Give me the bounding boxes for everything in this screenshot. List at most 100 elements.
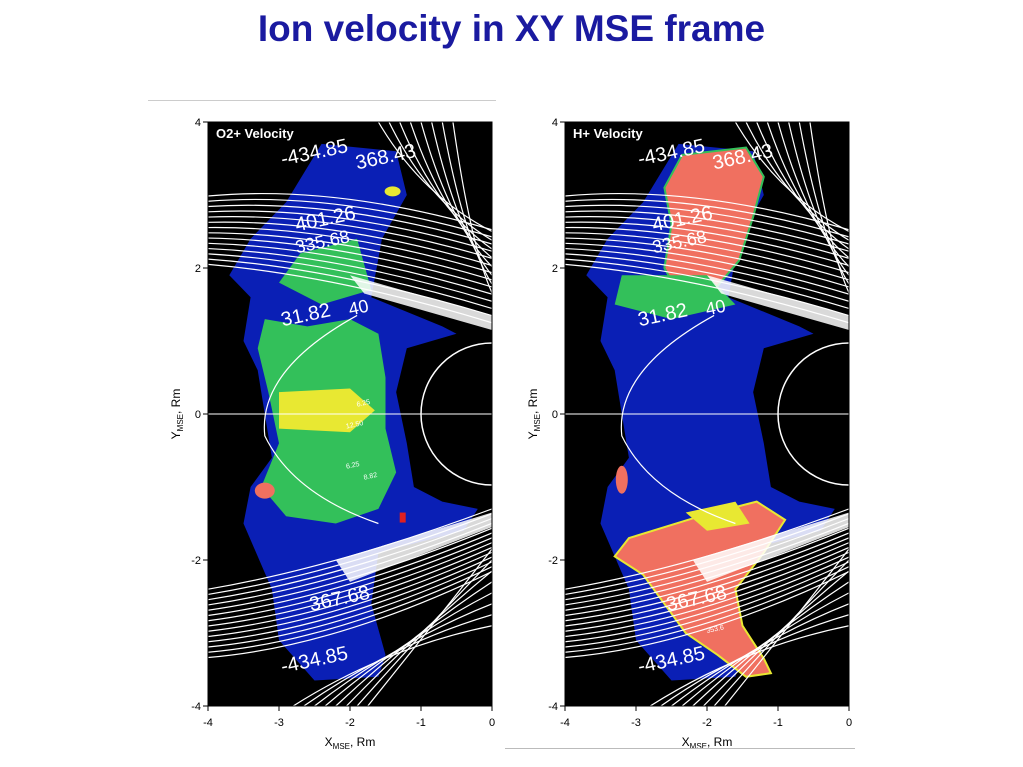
field-line (777, 122, 849, 267)
current-sheet-upper (707, 275, 849, 331)
x-axis-label: XMSE, Rm (325, 735, 376, 751)
x-axis-label-sub: MSE (333, 742, 350, 751)
x-tick-label: 0 (846, 717, 852, 729)
field-line (565, 221, 849, 267)
field-line (208, 258, 492, 317)
o2-velocity-svg: O2+ Velocity-434.85 368.43401.26335.6831.… (169, 117, 495, 751)
panel-label: H+ Velocity (573, 126, 643, 141)
current-sheet-lower (335, 512, 492, 582)
velocity-hot-spot (615, 465, 628, 494)
panel-label: O2+ Velocity (216, 126, 294, 141)
y-tick-label: -2 (191, 555, 201, 567)
x-axis-label-main: X (682, 735, 690, 749)
field-line (565, 216, 849, 259)
y-axis-label: YMSE, Rm (526, 389, 542, 440)
field-line (565, 258, 849, 317)
x-tick-label: -2 (345, 717, 355, 729)
boundary-curve (263, 314, 379, 525)
x-axis-label-unit: , Rm (707, 735, 732, 749)
velocity-hot-spot (254, 482, 275, 499)
field-line (208, 537, 492, 622)
field-line (565, 561, 849, 648)
x-axis-label-unit: , Rm (350, 735, 375, 749)
field-line (565, 532, 849, 617)
plot-content (565, 122, 849, 706)
field-line (441, 122, 492, 285)
current-sheet-lower (692, 512, 849, 582)
field-line (367, 548, 492, 706)
x-tick-label: -1 (773, 717, 783, 729)
field-line (766, 122, 849, 259)
x-tick-label: -1 (416, 717, 426, 729)
velocity-high-core (279, 388, 375, 433)
x-axis-label: XMSE, Rm (682, 735, 733, 751)
contour-label: 6.25 (345, 461, 360, 471)
y-axis-label-main: Y (169, 431, 183, 439)
x-axis-label-sub: MSE (690, 742, 707, 751)
field-line (565, 551, 849, 638)
field-line (703, 570, 849, 706)
y-axis-label-unit: , Rm (526, 389, 540, 414)
field-line (208, 556, 492, 643)
field-line (208, 253, 492, 310)
contour-label: 40 (704, 296, 728, 320)
field-line (356, 559, 492, 706)
field-line (208, 232, 492, 281)
velocity-hot-spot (399, 512, 406, 523)
contour-label: 12.50 (345, 420, 364, 431)
y-tick-label: 2 (195, 263, 201, 275)
field-line (565, 204, 849, 245)
field-line (208, 192, 492, 231)
field-line (388, 122, 492, 241)
field-line (565, 198, 849, 238)
field-line (208, 561, 492, 648)
field-line (692, 581, 849, 706)
field-line (565, 527, 849, 611)
plot-content (208, 122, 492, 706)
field-line (565, 542, 849, 627)
field-line (565, 546, 849, 632)
y-axis-label-unit: , Rm (169, 389, 183, 414)
field-line (745, 122, 849, 241)
y-axis-label-sub: MSE (176, 414, 185, 431)
y-tick-label: 2 (552, 263, 558, 275)
x-tick-label: -4 (560, 717, 570, 729)
field-line (565, 237, 849, 288)
field-line (208, 527, 492, 611)
velocity-mid-upper (279, 238, 372, 305)
bottom-rule (505, 748, 855, 749)
contour-label: 8.82 (363, 472, 378, 482)
h-velocity-plot: H+ Velocity -434.85 368.43 401.26 335.68 31.8… (505, 100, 855, 760)
field-line (809, 122, 849, 294)
y-axis-label-main: Y (526, 431, 540, 439)
contour-label: 353.6 (706, 624, 725, 635)
field-line (208, 242, 492, 295)
field-line (565, 556, 849, 643)
field-line (208, 237, 492, 288)
field-line (208, 546, 492, 632)
field-line (208, 221, 492, 267)
top-rule (148, 100, 496, 101)
field-line (798, 122, 849, 285)
field-line (565, 210, 849, 252)
field-line (292, 625, 492, 706)
field-line (565, 232, 849, 281)
field-line (756, 122, 849, 250)
field-line (565, 242, 849, 295)
x-tick-label: 0 (489, 717, 495, 729)
x-tick-label: -3 (631, 717, 641, 729)
field-line (565, 247, 849, 302)
field-line (713, 559, 849, 706)
field-line (208, 210, 492, 252)
field-line (565, 253, 849, 310)
field-line (724, 548, 849, 706)
field-line (346, 570, 492, 706)
field-line (649, 625, 849, 706)
field-line (409, 122, 492, 259)
field-line (208, 204, 492, 245)
field-line (208, 551, 492, 638)
field-line (208, 198, 492, 238)
field-line (208, 542, 492, 627)
field-line (335, 581, 492, 706)
field-line (734, 122, 849, 233)
